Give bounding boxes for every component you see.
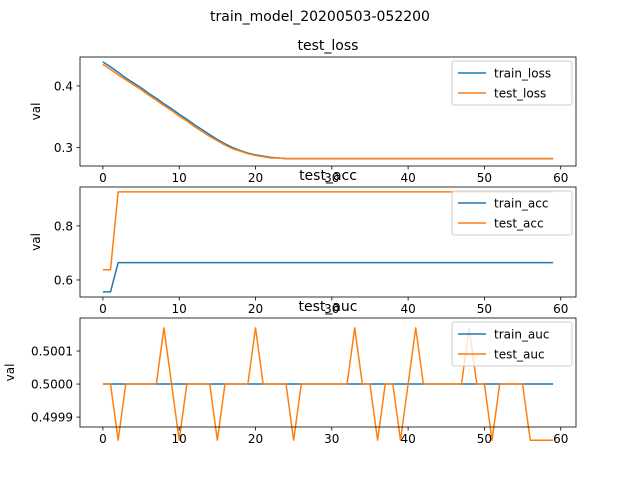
x-tick-label: 10: [172, 171, 187, 185]
x-tick-label: 30: [324, 171, 339, 185]
legend-label-test_loss: test_loss: [494, 87, 546, 101]
legend-frame: [451, 321, 573, 367]
x-tick-label: 0: [99, 432, 107, 446]
figure-suptitle: train_model_20200503-052200: [210, 9, 430, 25]
subplot-title: test_acc: [299, 168, 357, 184]
axes-frame: [79, 56, 577, 167]
x-tick-label: 0: [99, 302, 107, 316]
y-axis-label: val: [29, 103, 43, 121]
y-tick-label: 0.5001: [31, 345, 73, 359]
series-line-test_auc: [102, 327, 554, 441]
legend-label-train_acc: train_acc: [494, 197, 548, 211]
series-line-train_acc: [102, 261, 554, 293]
axes-frame: [79, 186, 577, 298]
y-axis-label: val: [29, 233, 43, 251]
x-tick-label: 50: [477, 432, 492, 446]
x-tick-label: 40: [400, 302, 415, 316]
axes-frame: [79, 317, 577, 428]
subplot-title: test_loss: [298, 38, 359, 54]
y-tick-label: 0.4: [54, 79, 73, 93]
x-tick-label: 50: [477, 302, 492, 316]
y-tick-label: 0.8: [54, 219, 73, 233]
x-tick-label: 30: [324, 302, 339, 316]
subplot-test_acc: 0 10 20 30 40 50 600.60.8test_accvaltrain_acct…: [29, 168, 577, 316]
subplot-title: test_auc: [298, 299, 357, 315]
legend-label-train_auc: train_auc: [494, 328, 550, 342]
subplot-test_auc: 0 10 20 30 40 50 60 0.4999 0.5000 0.5001 test_aucv…: [3, 299, 577, 446]
x-tick-label: 20: [248, 171, 263, 185]
x-tick-label: 60: [553, 432, 568, 446]
y-axis-label: val: [3, 364, 17, 382]
legend: train_auc test_auc: [451, 321, 573, 367]
x-tick-label: 40: [400, 432, 415, 446]
series-line-test_loss: [102, 63, 554, 160]
x-tick-label: 20: [248, 432, 263, 446]
x-tick-label: 20: [248, 302, 263, 316]
x-tick-label: 60: [553, 302, 568, 316]
x-tick-label: 10: [172, 302, 187, 316]
x-tick-label: 60: [553, 171, 568, 185]
y-tick-label: 0.4999: [31, 411, 73, 425]
y-tick-label: 0.6: [54, 273, 73, 287]
legend-frame: [451, 60, 573, 106]
legend: train_acc test_acc: [451, 190, 573, 236]
legend: train_loss test_loss: [451, 60, 573, 106]
y-tick-label: 0.3: [54, 141, 73, 155]
x-tick-label: 0: [99, 171, 107, 185]
legend-label-test_acc: test_acc: [494, 217, 544, 231]
x-tick-label: 10: [172, 432, 187, 446]
x-tick-label: 50: [477, 171, 492, 185]
legend-label-test_auc: test_auc: [494, 348, 545, 362]
legend-label-train_loss: train_loss: [494, 67, 551, 81]
legend-frame: [451, 190, 573, 236]
x-tick-label: 30: [324, 432, 339, 446]
y-tick-label: 0.5000: [31, 378, 73, 392]
x-tick-label: 40: [400, 171, 415, 185]
